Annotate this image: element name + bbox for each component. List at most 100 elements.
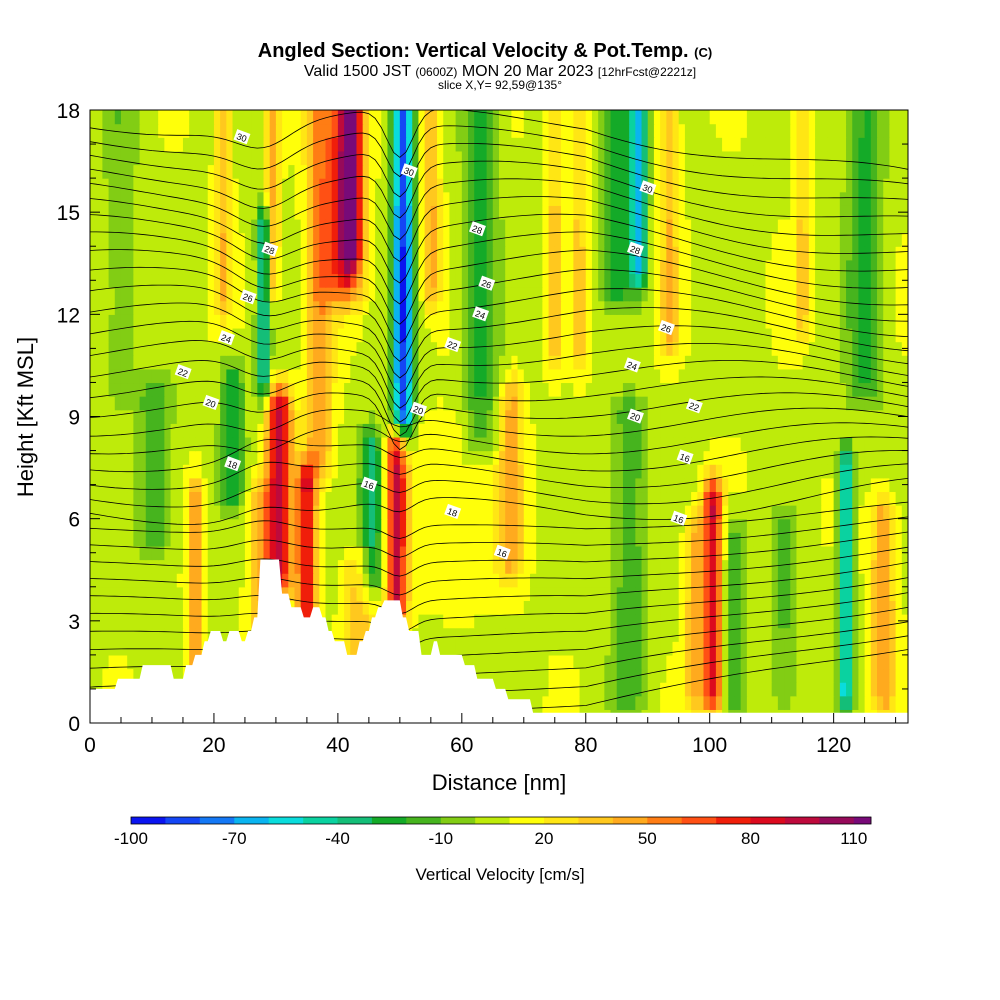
velocity-cell bbox=[895, 559, 903, 574]
velocity-cell bbox=[877, 314, 884, 329]
velocity-cell bbox=[870, 464, 878, 479]
velocity-cell bbox=[883, 545, 891, 561]
velocity-cell bbox=[474, 396, 482, 411]
velocity-cell bbox=[269, 450, 277, 465]
velocity-cell bbox=[697, 273, 705, 288]
velocity-cell bbox=[883, 641, 891, 656]
velocity-cell bbox=[827, 668, 835, 683]
velocity-cell bbox=[536, 259, 543, 275]
velocity-cell bbox=[901, 300, 908, 315]
velocity-cell bbox=[790, 532, 798, 547]
velocity-cell bbox=[672, 682, 680, 697]
velocity-cell bbox=[437, 477, 444, 493]
velocity-cell bbox=[133, 654, 141, 670]
velocity-cell bbox=[697, 423, 705, 438]
velocity-cell bbox=[176, 423, 184, 438]
velocity-cell bbox=[759, 491, 767, 506]
velocity-cell bbox=[269, 259, 277, 275]
velocity-cell bbox=[437, 218, 444, 234]
velocity-cell bbox=[492, 218, 500, 234]
velocity-cell bbox=[486, 218, 494, 234]
velocity-cell bbox=[616, 668, 624, 683]
velocity-cell bbox=[604, 273, 612, 288]
velocity-cell bbox=[319, 436, 327, 452]
velocity-cell bbox=[201, 382, 209, 397]
velocity-cell bbox=[771, 464, 779, 479]
velocity-cell bbox=[393, 327, 401, 343]
velocity-cell bbox=[678, 355, 686, 370]
velocity-cell bbox=[480, 491, 488, 506]
velocity-cell bbox=[275, 368, 283, 384]
velocity-cell bbox=[108, 368, 116, 384]
velocity-cell bbox=[734, 654, 742, 670]
velocity-cell bbox=[437, 205, 444, 220]
velocity-cell bbox=[616, 641, 624, 656]
velocity-cell bbox=[870, 218, 878, 234]
velocity-cell bbox=[133, 287, 141, 302]
velocity-cell bbox=[536, 273, 543, 288]
velocity-cell bbox=[703, 423, 711, 438]
velocity-cell bbox=[176, 518, 184, 533]
velocity-cell bbox=[740, 300, 748, 315]
velocity-cell bbox=[622, 382, 630, 397]
velocity-cell bbox=[585, 505, 593, 520]
velocity-cell bbox=[430, 300, 438, 315]
velocity-cell bbox=[864, 641, 872, 656]
velocity-cell bbox=[492, 205, 500, 220]
velocity-cell bbox=[852, 300, 860, 315]
velocity-cell bbox=[691, 436, 698, 452]
velocity-cell bbox=[889, 614, 897, 629]
velocity-cell bbox=[548, 532, 556, 547]
velocity-cell bbox=[560, 259, 568, 275]
velocity-cell bbox=[393, 300, 401, 315]
velocity-cell bbox=[715, 273, 723, 288]
velocity-cell bbox=[567, 382, 574, 397]
velocity-cell bbox=[207, 518, 215, 533]
velocity-cell bbox=[579, 668, 587, 683]
velocity-cell bbox=[344, 450, 351, 465]
velocity-cell bbox=[889, 259, 897, 275]
velocity-cell bbox=[722, 423, 729, 438]
velocity-cell bbox=[585, 586, 593, 601]
velocity-cell bbox=[443, 545, 451, 561]
velocity-cell bbox=[480, 559, 488, 574]
velocity-cell bbox=[877, 668, 884, 683]
velocity-cell bbox=[697, 505, 705, 520]
velocity-cell bbox=[319, 573, 327, 588]
velocity-cell bbox=[554, 246, 562, 261]
velocity-cell bbox=[895, 545, 903, 561]
velocity-cell bbox=[523, 532, 531, 547]
velocity-cell bbox=[182, 586, 190, 601]
velocity-cell bbox=[201, 327, 209, 343]
velocity-cell bbox=[858, 695, 866, 710]
velocity-cell bbox=[294, 246, 302, 261]
velocity-cell bbox=[108, 396, 116, 411]
velocity-cell bbox=[548, 205, 556, 220]
velocity-cell bbox=[269, 205, 277, 220]
velocity-cell bbox=[133, 341, 141, 356]
velocity-cell bbox=[226, 273, 234, 288]
velocity-cell bbox=[337, 273, 345, 288]
velocity-cell bbox=[238, 273, 246, 288]
velocity-cell bbox=[461, 505, 469, 520]
velocity-cell bbox=[560, 232, 568, 247]
velocity-cell bbox=[740, 450, 748, 465]
velocity-cell bbox=[846, 218, 853, 234]
velocity-cell bbox=[864, 396, 872, 411]
velocity-cell bbox=[641, 532, 649, 547]
velocity-cell bbox=[759, 218, 767, 234]
velocity-cell bbox=[821, 559, 829, 574]
velocity-cell bbox=[542, 532, 550, 547]
velocity-cell bbox=[573, 532, 581, 547]
velocity-cell bbox=[412, 287, 420, 302]
velocity-cell bbox=[653, 341, 661, 356]
velocity-cell bbox=[883, 532, 891, 547]
velocity-cell bbox=[734, 423, 742, 438]
velocity-cell bbox=[523, 436, 531, 452]
velocity-cell bbox=[356, 532, 364, 547]
velocity-cell bbox=[499, 273, 506, 288]
velocity-cell bbox=[90, 368, 97, 384]
velocity-cell bbox=[455, 464, 463, 479]
velocity-cell bbox=[325, 232, 333, 247]
velocity-cell bbox=[777, 396, 785, 411]
